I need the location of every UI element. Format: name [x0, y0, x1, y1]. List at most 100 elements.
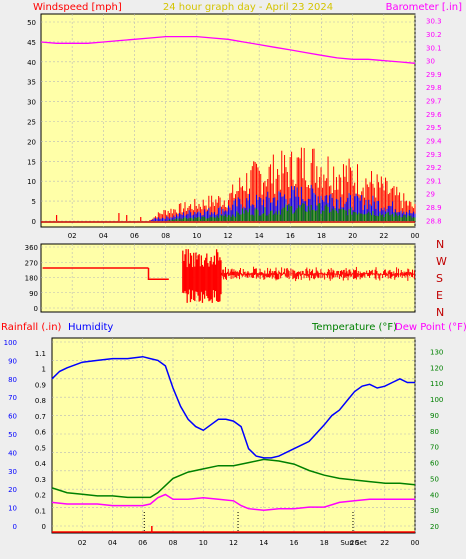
panel3-temperature-axis: 20 30 40 50 60 70 80 90 100 110 120 130 [430, 349, 443, 531]
panel1-left-tick: 10 [27, 178, 36, 186]
panel3-x-tick: 20 [350, 539, 359, 547]
panel1-right-tick: 29.8 [426, 84, 442, 92]
panel1-left-tick: 50 [27, 19, 36, 27]
temperature-tick: 40 [430, 491, 439, 499]
panel1-x-axis: 02 04 06 08 10 12 14 16 18 20 22 00 [68, 232, 420, 240]
panel3-humidity-axis: 0 10 20 30 40 50 60 70 80 90 100 [4, 339, 17, 531]
rain-tick: 1.1 [35, 350, 46, 358]
panel1-x-tick: 00 [411, 232, 420, 240]
temperature-tick: 60 [430, 460, 439, 468]
rain-tick: 1 [42, 366, 46, 374]
humidity-label: Humidity [68, 322, 113, 333]
rain-tick: 0.3 [35, 476, 46, 484]
panel1-x-tick: 22 [379, 232, 388, 240]
panel1-right-tick: 29.7 [426, 98, 442, 106]
rain-tick: 0.1 [35, 507, 46, 515]
panel2-tick: 90 [29, 290, 38, 298]
sun-marker-label: Set [355, 539, 367, 547]
panel2-left-axis: 360 270 180 90 0 [25, 244, 38, 313]
panel1-x-tick: 10 [192, 232, 201, 240]
panel1-right-tick: 29.4 [426, 137, 442, 145]
panel3-x-tick: 06 [138, 539, 147, 547]
temperature-tick: 30 [430, 507, 439, 515]
panel1-x-tick: 08 [161, 232, 170, 240]
panel1-left-tick: 5 [32, 198, 36, 206]
sun-marker-label: Sun [340, 539, 353, 547]
panel3-grid [52, 338, 416, 533]
temperature-tick: 20 [430, 523, 439, 531]
compass-label: S [436, 272, 443, 285]
header-windspeed-label: Windspeed [mph] [33, 2, 122, 13]
rain-tick: 0.5 [35, 444, 46, 452]
temperature-line [51, 458, 416, 499]
panel2-tick: 180 [25, 275, 38, 283]
panel1-right-tick: 30.2 [426, 31, 442, 39]
panel3-x-tick: 14 [259, 539, 268, 547]
barometer-line [40, 35, 416, 64]
rain-tick: 0 [42, 523, 46, 531]
humidity-tick: 80 [8, 376, 17, 384]
panel1-x-tick: 18 [317, 232, 326, 240]
temperature-label: Temperature (°F) [311, 322, 397, 333]
panel1-left-tick: 25 [27, 119, 36, 127]
humidity-tick: 50 [8, 431, 17, 439]
panel1-left-tick: 35 [27, 79, 36, 87]
temperature-tick: 110 [430, 380, 443, 388]
panel2-tick: 0 [34, 305, 38, 313]
panel1-left-tick: 45 [27, 39, 36, 47]
panel3-x-tick: 16 [290, 539, 299, 547]
compass-label: N [436, 306, 444, 319]
panel1-right-axis: 28.8 28.9 29 29.1 29.2 29.3 29.4 29.5 29.6 29.7 29… [426, 18, 442, 226]
panel1-right-tick: 30.3 [426, 18, 442, 26]
panel1-x-tick: 04 [99, 232, 108, 240]
panel3-x-tick: 02 [78, 539, 87, 547]
compass-label: N [436, 238, 444, 251]
panel3-x-tick: 12 [229, 539, 238, 547]
panel3-x-axis: 02 04 06 08 10 12 14 16 18 20 22 00 [78, 539, 420, 547]
temperature-tick: 70 [430, 444, 439, 452]
panel1-right-tick: 30.1 [426, 44, 442, 52]
panel1-right-tick: 30 [426, 58, 435, 66]
panel1-left-tick: 0 [32, 218, 36, 226]
temperature-tick: 100 [430, 396, 443, 404]
temperature-tick: 130 [430, 349, 443, 357]
rain-tick: 0.6 [35, 429, 47, 437]
dewpoint-label: Dew Point (°F) [395, 322, 466, 333]
panel1-right-tick: 28.9 [426, 204, 442, 212]
panel3-x-tick: 04 [108, 539, 117, 547]
rain-tick: 0.8 [35, 397, 46, 405]
humidity-tick: 10 [8, 505, 17, 513]
humidity-tick: 90 [8, 357, 17, 365]
panel1-right-tick: 29.5 [426, 124, 442, 132]
panel1-left-axis: 0 5 10 15 20 25 30 35 40 45 50 [27, 19, 36, 226]
temperature-tick: 90 [430, 412, 439, 420]
rain-tick: 0.2 [35, 492, 46, 500]
humidity-tick: 20 [8, 486, 17, 494]
rain-tick: 0.4 [35, 460, 47, 468]
humidity-line [51, 355, 415, 459]
panel1-x-tick: 14 [255, 232, 264, 240]
panel1-left-tick: 20 [27, 138, 36, 146]
panel1-x-tick: 12 [224, 232, 233, 240]
panel3-x-tick: 18 [320, 539, 329, 547]
humidity-tick: 40 [8, 449, 17, 457]
dewpoint-line [51, 493, 415, 512]
panel1-right-tick: 29.9 [426, 71, 442, 79]
panel1-x-tick: 06 [130, 232, 139, 240]
panel1-left-tick: 30 [27, 99, 36, 107]
humidity-tick: 0 [13, 523, 17, 531]
panel1-right-tick: 29.3 [426, 151, 442, 159]
wind-direction-series [42, 249, 415, 303]
humidity-tick: 30 [8, 468, 17, 476]
panel1-left-tick: 40 [27, 59, 36, 67]
panel1-right-tick: 28.8 [426, 217, 442, 225]
panel3-x-tick: 22 [380, 539, 389, 547]
panel3-x-tick: 08 [169, 539, 178, 547]
rain-tick: 0.9 [35, 381, 46, 389]
panel3-x-tick: 10 [199, 539, 208, 547]
temperature-tick: 80 [430, 428, 439, 436]
rain-tick: 0.7 [35, 413, 46, 421]
